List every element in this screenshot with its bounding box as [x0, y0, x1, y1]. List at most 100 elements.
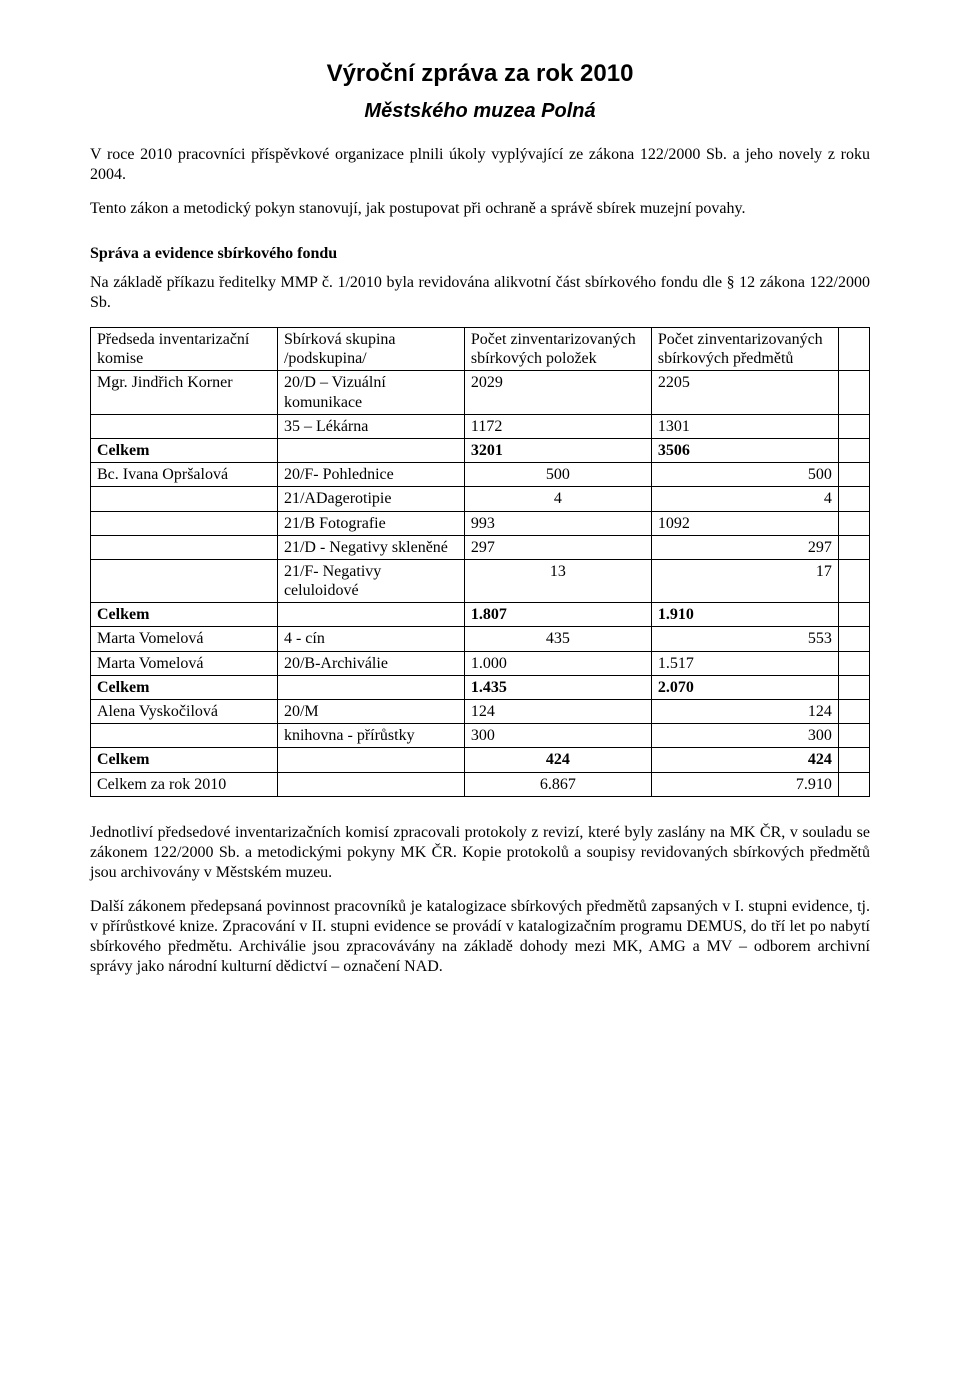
table-cell: 300 [464, 724, 651, 748]
table-cell: Bc. Ivana Opršalová [91, 463, 278, 487]
table-cell: 1092 [651, 511, 838, 535]
table-cell: 20/M [277, 700, 464, 724]
table-cell [91, 487, 278, 511]
table-cell [277, 603, 464, 627]
table-cell: 21/ADagerotipie [277, 487, 464, 511]
table-row: 21/ADagerotipie44 [91, 487, 870, 511]
table-cell [838, 651, 869, 675]
table-cell [91, 511, 278, 535]
table-row: Bc. Ivana Opršalová20/F- Pohlednice50050… [91, 463, 870, 487]
table-cell: Celkem [91, 748, 278, 772]
table-cell [838, 603, 869, 627]
table-cell: 2205 [651, 371, 838, 414]
table-cell: 297 [464, 535, 651, 559]
table-cell: 124 [651, 700, 838, 724]
table-cell [838, 627, 869, 651]
table-row: Marta Vomelová20/B-Archiválie1.0001.517 [91, 651, 870, 675]
table-cell: 3201 [464, 438, 651, 462]
table-row: Celkem1.8071.910 [91, 603, 870, 627]
table-row: Celkem 424424 [91, 748, 870, 772]
table-cell: 4 [651, 487, 838, 511]
table-cell: 435 [464, 627, 651, 651]
section-paragraph: Na základě příkazu ředitelky MMP č. 1/20… [90, 273, 870, 313]
table-cell [91, 724, 278, 748]
table-cell: 2.070 [651, 675, 838, 699]
table-cell [277, 772, 464, 796]
table-cell: 993 [464, 511, 651, 535]
table-cell [838, 535, 869, 559]
table-cell [838, 559, 869, 602]
table-cell: 424 [464, 748, 651, 772]
table-cell: 424 [651, 748, 838, 772]
table-cell: Celkem [91, 438, 278, 462]
table-cell [838, 675, 869, 699]
table-cell [838, 487, 869, 511]
table-cell: 1.910 [651, 603, 838, 627]
table-cell [838, 772, 869, 796]
table-header-cell: Předseda inventarizační komise [91, 328, 278, 371]
table-row: 35 – Lékárna11721301 [91, 414, 870, 438]
table-cell [838, 414, 869, 438]
table-cell: 300 [651, 724, 838, 748]
table-cell: 4 [464, 487, 651, 511]
table-cell: 21/B Fotografie [277, 511, 464, 535]
table-cell: 2029 [464, 371, 651, 414]
table-row: Mgr. Jindřich Korner20/D – Vizuální komu… [91, 371, 870, 414]
table-cell: Celkem [91, 675, 278, 699]
table-header-row: Předseda inventarizační komise Sbírková … [91, 328, 870, 371]
table-header-cell: Sbírková skupina /podskupina/ [277, 328, 464, 371]
table-cell: 3506 [651, 438, 838, 462]
closing-paragraph-2: Další zákonem předepsaná povinnost praco… [90, 897, 870, 977]
table-cell: 4 - cín [277, 627, 464, 651]
table-cell: knihovna - přírůstky [277, 724, 464, 748]
table-cell [838, 724, 869, 748]
table-row: Alena Vyskočilová20/M124124 [91, 700, 870, 724]
table-header-cell: Počet zinventarizovaných sbírkových před… [651, 328, 838, 371]
table-cell: Alena Vyskočilová [91, 700, 278, 724]
intro-paragraph-1: V roce 2010 pracovníci příspěvkové organ… [90, 145, 870, 185]
table-cell: Mgr. Jindřich Korner [91, 371, 278, 414]
table-cell [838, 438, 869, 462]
table-cell: 21/F- Negativy celuloidové [277, 559, 464, 602]
table-cell: 21/D - Negativy skleněné [277, 535, 464, 559]
table-cell: 20/F- Pohlednice [277, 463, 464, 487]
report-title: Výroční zpráva za rok 2010 [90, 60, 870, 88]
intro-paragraph-2: Tento zákon a metodický pokyn stanovují,… [90, 199, 870, 219]
table-row: 21/B Fotografie9931092 [91, 511, 870, 535]
table-cell [91, 559, 278, 602]
table-row: Marta Vomelová4 - cín435553 [91, 627, 870, 651]
table-cell [91, 414, 278, 438]
table-cell: Marta Vomelová [91, 627, 278, 651]
table-cell: 1301 [651, 414, 838, 438]
table-cell: 1.000 [464, 651, 651, 675]
table-cell [838, 511, 869, 535]
table-cell: 1172 [464, 414, 651, 438]
inventory-table: Předseda inventarizační komise Sbírková … [90, 327, 870, 797]
table-cell: 17 [651, 559, 838, 602]
report-subtitle: Městského muzea Polná [90, 100, 870, 123]
table-cell: 500 [464, 463, 651, 487]
table-cell: 20/D – Vizuální komunikace [277, 371, 464, 414]
table-cell [277, 438, 464, 462]
table-row: Celkem 1.4352.070 [91, 675, 870, 699]
table-cell: 35 – Lékárna [277, 414, 464, 438]
table-cell: 553 [651, 627, 838, 651]
table-row: 21/D - Negativy skleněné297297 [91, 535, 870, 559]
table-cell: 13 [464, 559, 651, 602]
table-cell: 1.435 [464, 675, 651, 699]
closing-paragraph-1: Jednotliví předsedové inventarizačních k… [90, 823, 870, 883]
table-row: knihovna - přírůstky300300 [91, 724, 870, 748]
table-header-cell [838, 328, 869, 371]
table-cell: Celkem za rok 2010 [91, 772, 278, 796]
section-heading: Správa a evidence sbírkového fondu [90, 245, 870, 263]
table-cell [838, 371, 869, 414]
table-row: Celkem 32013506 [91, 438, 870, 462]
table-cell: 1.517 [651, 651, 838, 675]
table-row: Celkem za rok 20106.8677.910 [91, 772, 870, 796]
table-cell: 297 [651, 535, 838, 559]
table-cell: 1.807 [464, 603, 651, 627]
table-cell: 500 [651, 463, 838, 487]
table-cell [91, 535, 278, 559]
table-cell: 20/B-Archiválie [277, 651, 464, 675]
table-row: 21/F- Negativy celuloidové1317 [91, 559, 870, 602]
